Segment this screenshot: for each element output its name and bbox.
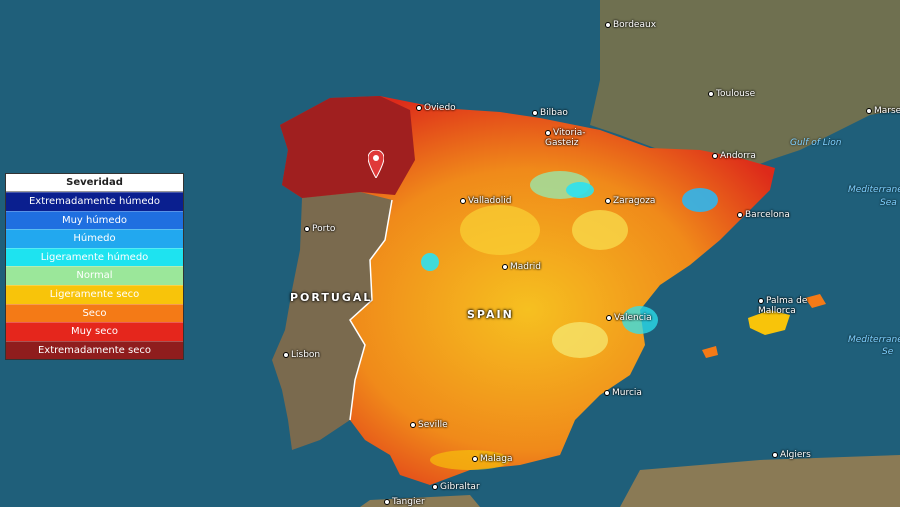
city-dot-icon xyxy=(384,498,390,505)
legend-item: Muy húmedo xyxy=(6,210,183,230)
city-label-palma: Palma de Mallorca xyxy=(758,296,808,316)
city-dot-icon xyxy=(416,104,422,111)
city-dot-icon xyxy=(605,197,611,204)
sea-label-mediterranean-2b: Se xyxy=(882,347,894,357)
city-dot-icon xyxy=(604,389,610,396)
city-label-porto: Porto xyxy=(304,224,335,234)
sea-label-mediterranean-1: Mediterranea xyxy=(848,185,900,195)
city-dot-icon xyxy=(545,129,551,136)
legend-item: Normal xyxy=(6,266,183,285)
city-dot-icon xyxy=(737,211,743,218)
france-land xyxy=(590,0,900,170)
city-dot-icon xyxy=(772,451,778,458)
city-dot-icon xyxy=(606,314,612,321)
city-dot-icon xyxy=(532,109,538,116)
severity-legend: Severidad Extremadamente húmedo Muy húmed… xyxy=(5,173,184,361)
city-label-algiers: Algiers xyxy=(772,450,811,460)
city-label-murcia: Murcia xyxy=(604,388,642,398)
city-dot-icon xyxy=(472,455,478,462)
city-label-madrid: Madrid xyxy=(502,262,541,272)
city-dot-icon xyxy=(410,421,416,428)
city-label-toulouse: Toulouse xyxy=(708,89,755,99)
city-label-marseille: Marseille xyxy=(866,106,900,116)
legend-item: Húmedo xyxy=(6,229,183,248)
city-label-tangier: Tangier xyxy=(384,497,425,507)
legend-item: Seco xyxy=(6,303,183,323)
city-dot-icon xyxy=(304,225,310,232)
city-dot-icon xyxy=(712,152,718,159)
legend-title: Severidad xyxy=(6,174,183,192)
mallorca-island xyxy=(748,310,790,335)
africa-land xyxy=(620,455,900,507)
city-dot-icon xyxy=(758,297,764,304)
legend-item: Muy seco xyxy=(6,322,183,341)
city-label-barcelona: Barcelona xyxy=(737,210,790,220)
legend-item: Ligeramente seco xyxy=(6,284,183,304)
menorca-island xyxy=(805,294,826,308)
sea-label-mediterranean-1b: Sea xyxy=(880,198,897,208)
map-pin-icon[interactable] xyxy=(367,149,385,182)
legend-item: Ligeramente húmedo xyxy=(6,247,183,267)
city-dot-icon xyxy=(432,483,438,490)
city-dot-icon xyxy=(460,197,466,204)
city-label-bordeaux: Bordeaux xyxy=(605,20,656,30)
spain-severity-layer xyxy=(280,96,775,485)
country-label-spain: SPAIN xyxy=(467,308,514,321)
legend-item: Extremadamente húmedo xyxy=(6,192,183,211)
city-dot-icon xyxy=(605,21,611,28)
country-label-portugal: PORTUGAL xyxy=(290,291,373,304)
galicia-extreme-dry xyxy=(280,96,415,198)
city-label-malaga: Malaga xyxy=(472,454,513,464)
legend-item: Extremadamente seco xyxy=(6,340,183,360)
portugal-land xyxy=(272,192,392,450)
city-dot-icon xyxy=(502,263,508,270)
portugal-spain-border xyxy=(349,199,393,421)
city-dot-icon xyxy=(866,107,872,114)
ibiza-island xyxy=(702,346,718,358)
city-label-bilbao: Bilbao xyxy=(532,108,568,118)
city-label-oviedo: Oviedo xyxy=(416,103,456,113)
city-dot-icon xyxy=(283,351,289,358)
sea-label-mediterranean-2: Mediterrane xyxy=(848,335,900,345)
morocco-land xyxy=(360,495,480,507)
city-label-valladolid: Valladolid xyxy=(460,196,511,206)
city-label-zaragoza: Zaragoza xyxy=(605,196,655,206)
city-dot-icon xyxy=(708,90,714,97)
sea-label-gulf-of-lion: Gulf of Lion xyxy=(790,138,842,148)
city-label-andorra: Andorra xyxy=(712,151,756,161)
city-label-valencia: Valencia xyxy=(606,313,652,323)
city-label-gibraltar: Gibraltar xyxy=(432,482,480,492)
city-label-vitoria: Vitoria-Gasteiz xyxy=(545,128,586,148)
city-label-seville: Seville xyxy=(410,420,448,430)
city-label-lisbon: Lisbon xyxy=(283,350,320,360)
